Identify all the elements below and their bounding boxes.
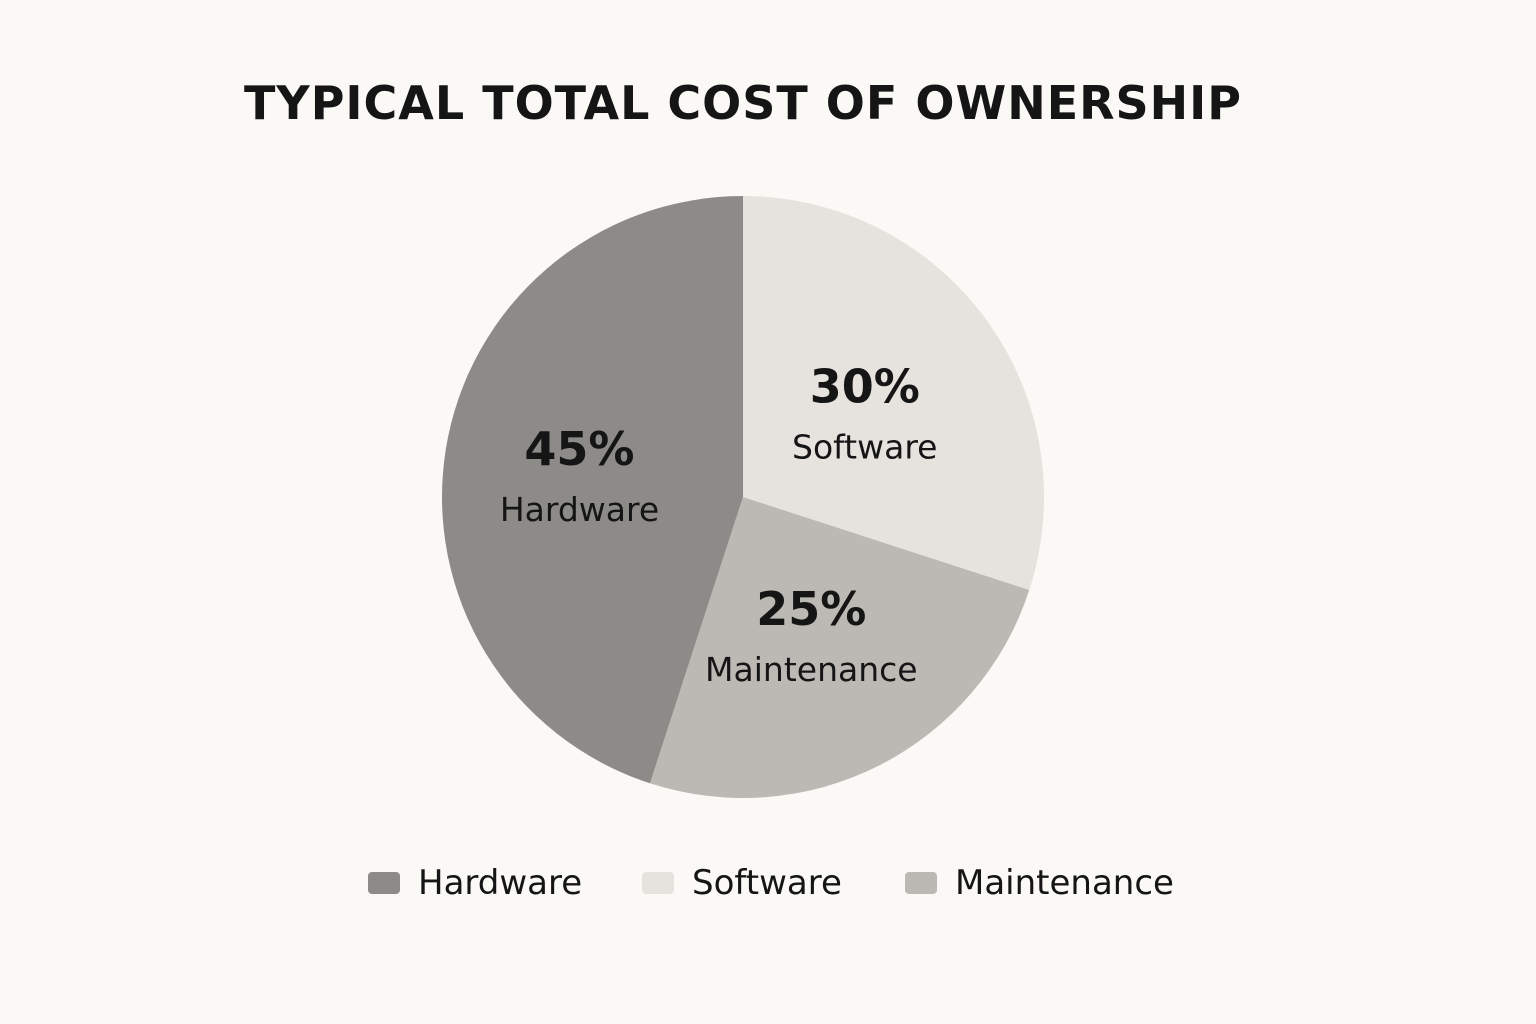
slice-maintenance [649,497,1030,798]
slice-hardware [442,196,743,784]
slice-name-label-hardware: Hardware [500,490,659,529]
pie-slices [442,196,1044,798]
legend-swatch-maintenance [905,872,937,894]
legend-label-hardware: Hardware [418,863,583,903]
legend-swatch-hardware [368,872,400,894]
legend-swatch-software [642,872,674,894]
slice-value-label-hardware: 45% [524,422,634,476]
legend-item-software: Software [642,858,842,908]
legend-label-maintenance: Maintenance [955,863,1174,903]
legend: Hardware Software Maintenance [0,858,1536,908]
legend-label-software: Software [692,863,842,903]
slice-value-label-maintenance: 25% [756,582,866,636]
legend-item-maintenance: Maintenance [905,858,1174,908]
chart-title: TYPICAL TOTAL COST OF OWNERSHIP [244,76,1242,130]
legend-item-hardware: Hardware [368,858,582,908]
slice-name-label-software: Software [792,428,937,467]
slice-software [743,196,1044,591]
slice-value-label-software: 30% [810,360,920,414]
pie-labels: 30% Software 25% Maintenance 45% Hardware [500,360,938,690]
slice-name-label-maintenance: Maintenance [705,650,918,689]
